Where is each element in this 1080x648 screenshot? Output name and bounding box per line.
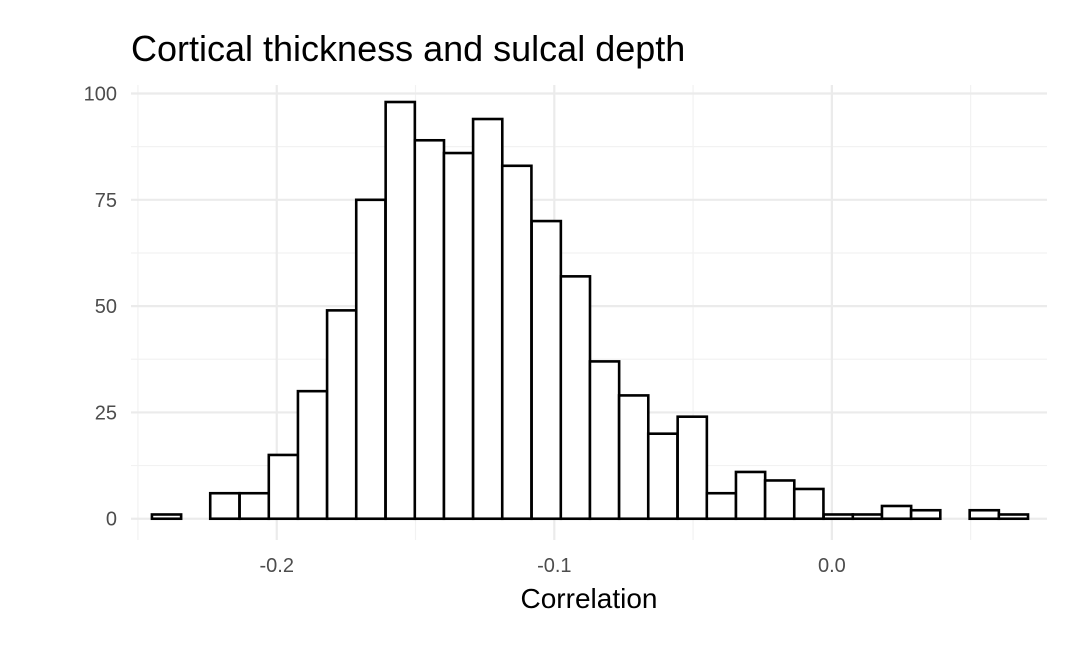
x-axis-title: Correlation bbox=[521, 583, 658, 614]
histogram-bar bbox=[413, 138, 446, 521]
histogram-bar bbox=[442, 151, 475, 521]
histogram-bar bbox=[296, 389, 329, 521]
x-tick-label: -0.2 bbox=[259, 555, 293, 577]
histogram-bar bbox=[354, 198, 387, 521]
histogram-bar bbox=[851, 513, 884, 521]
histogram-bar bbox=[384, 100, 417, 521]
histogram-bar bbox=[500, 164, 533, 521]
chart-title: Cortical thickness and sulcal depth bbox=[131, 28, 685, 69]
histogram-bar bbox=[530, 219, 563, 521]
histogram-bar bbox=[909, 508, 942, 521]
histogram-bar bbox=[968, 508, 1001, 521]
histogram-bar bbox=[471, 117, 504, 521]
histogram-bar bbox=[705, 491, 738, 521]
histogram-bar bbox=[559, 275, 592, 521]
histogram-bar bbox=[880, 504, 913, 521]
histogram-bar bbox=[617, 394, 650, 521]
histogram-bar bbox=[734, 470, 767, 521]
histogram-bar bbox=[646, 432, 679, 521]
y-axis-tick-labels: 0 25 50 75 100 bbox=[84, 84, 117, 531]
histogram-bar bbox=[676, 415, 709, 521]
histogram-bar bbox=[792, 487, 825, 521]
y-tick-label: 100 bbox=[84, 84, 117, 106]
x-tick-label: -0.1 bbox=[537, 555, 571, 577]
histogram-bar bbox=[267, 453, 300, 521]
y-tick-label: 50 bbox=[95, 296, 117, 318]
histogram-bar bbox=[150, 513, 183, 521]
x-axis-tick-labels: -0.2 -0.1 0.0 bbox=[259, 555, 845, 577]
x-tick-label: 0.0 bbox=[818, 555, 846, 577]
histogram-bar bbox=[822, 513, 855, 521]
histogram-bars bbox=[150, 100, 1030, 521]
histogram-bar bbox=[588, 360, 621, 521]
histogram-bar bbox=[238, 491, 271, 521]
histogram-bar bbox=[208, 491, 241, 521]
y-tick-label: 25 bbox=[95, 402, 117, 424]
y-tick-label: 75 bbox=[95, 190, 117, 212]
histogram-bar bbox=[997, 513, 1030, 521]
histogram-bar bbox=[325, 309, 358, 521]
histogram-bar bbox=[763, 479, 796, 521]
y-tick-label: 0 bbox=[106, 509, 117, 531]
